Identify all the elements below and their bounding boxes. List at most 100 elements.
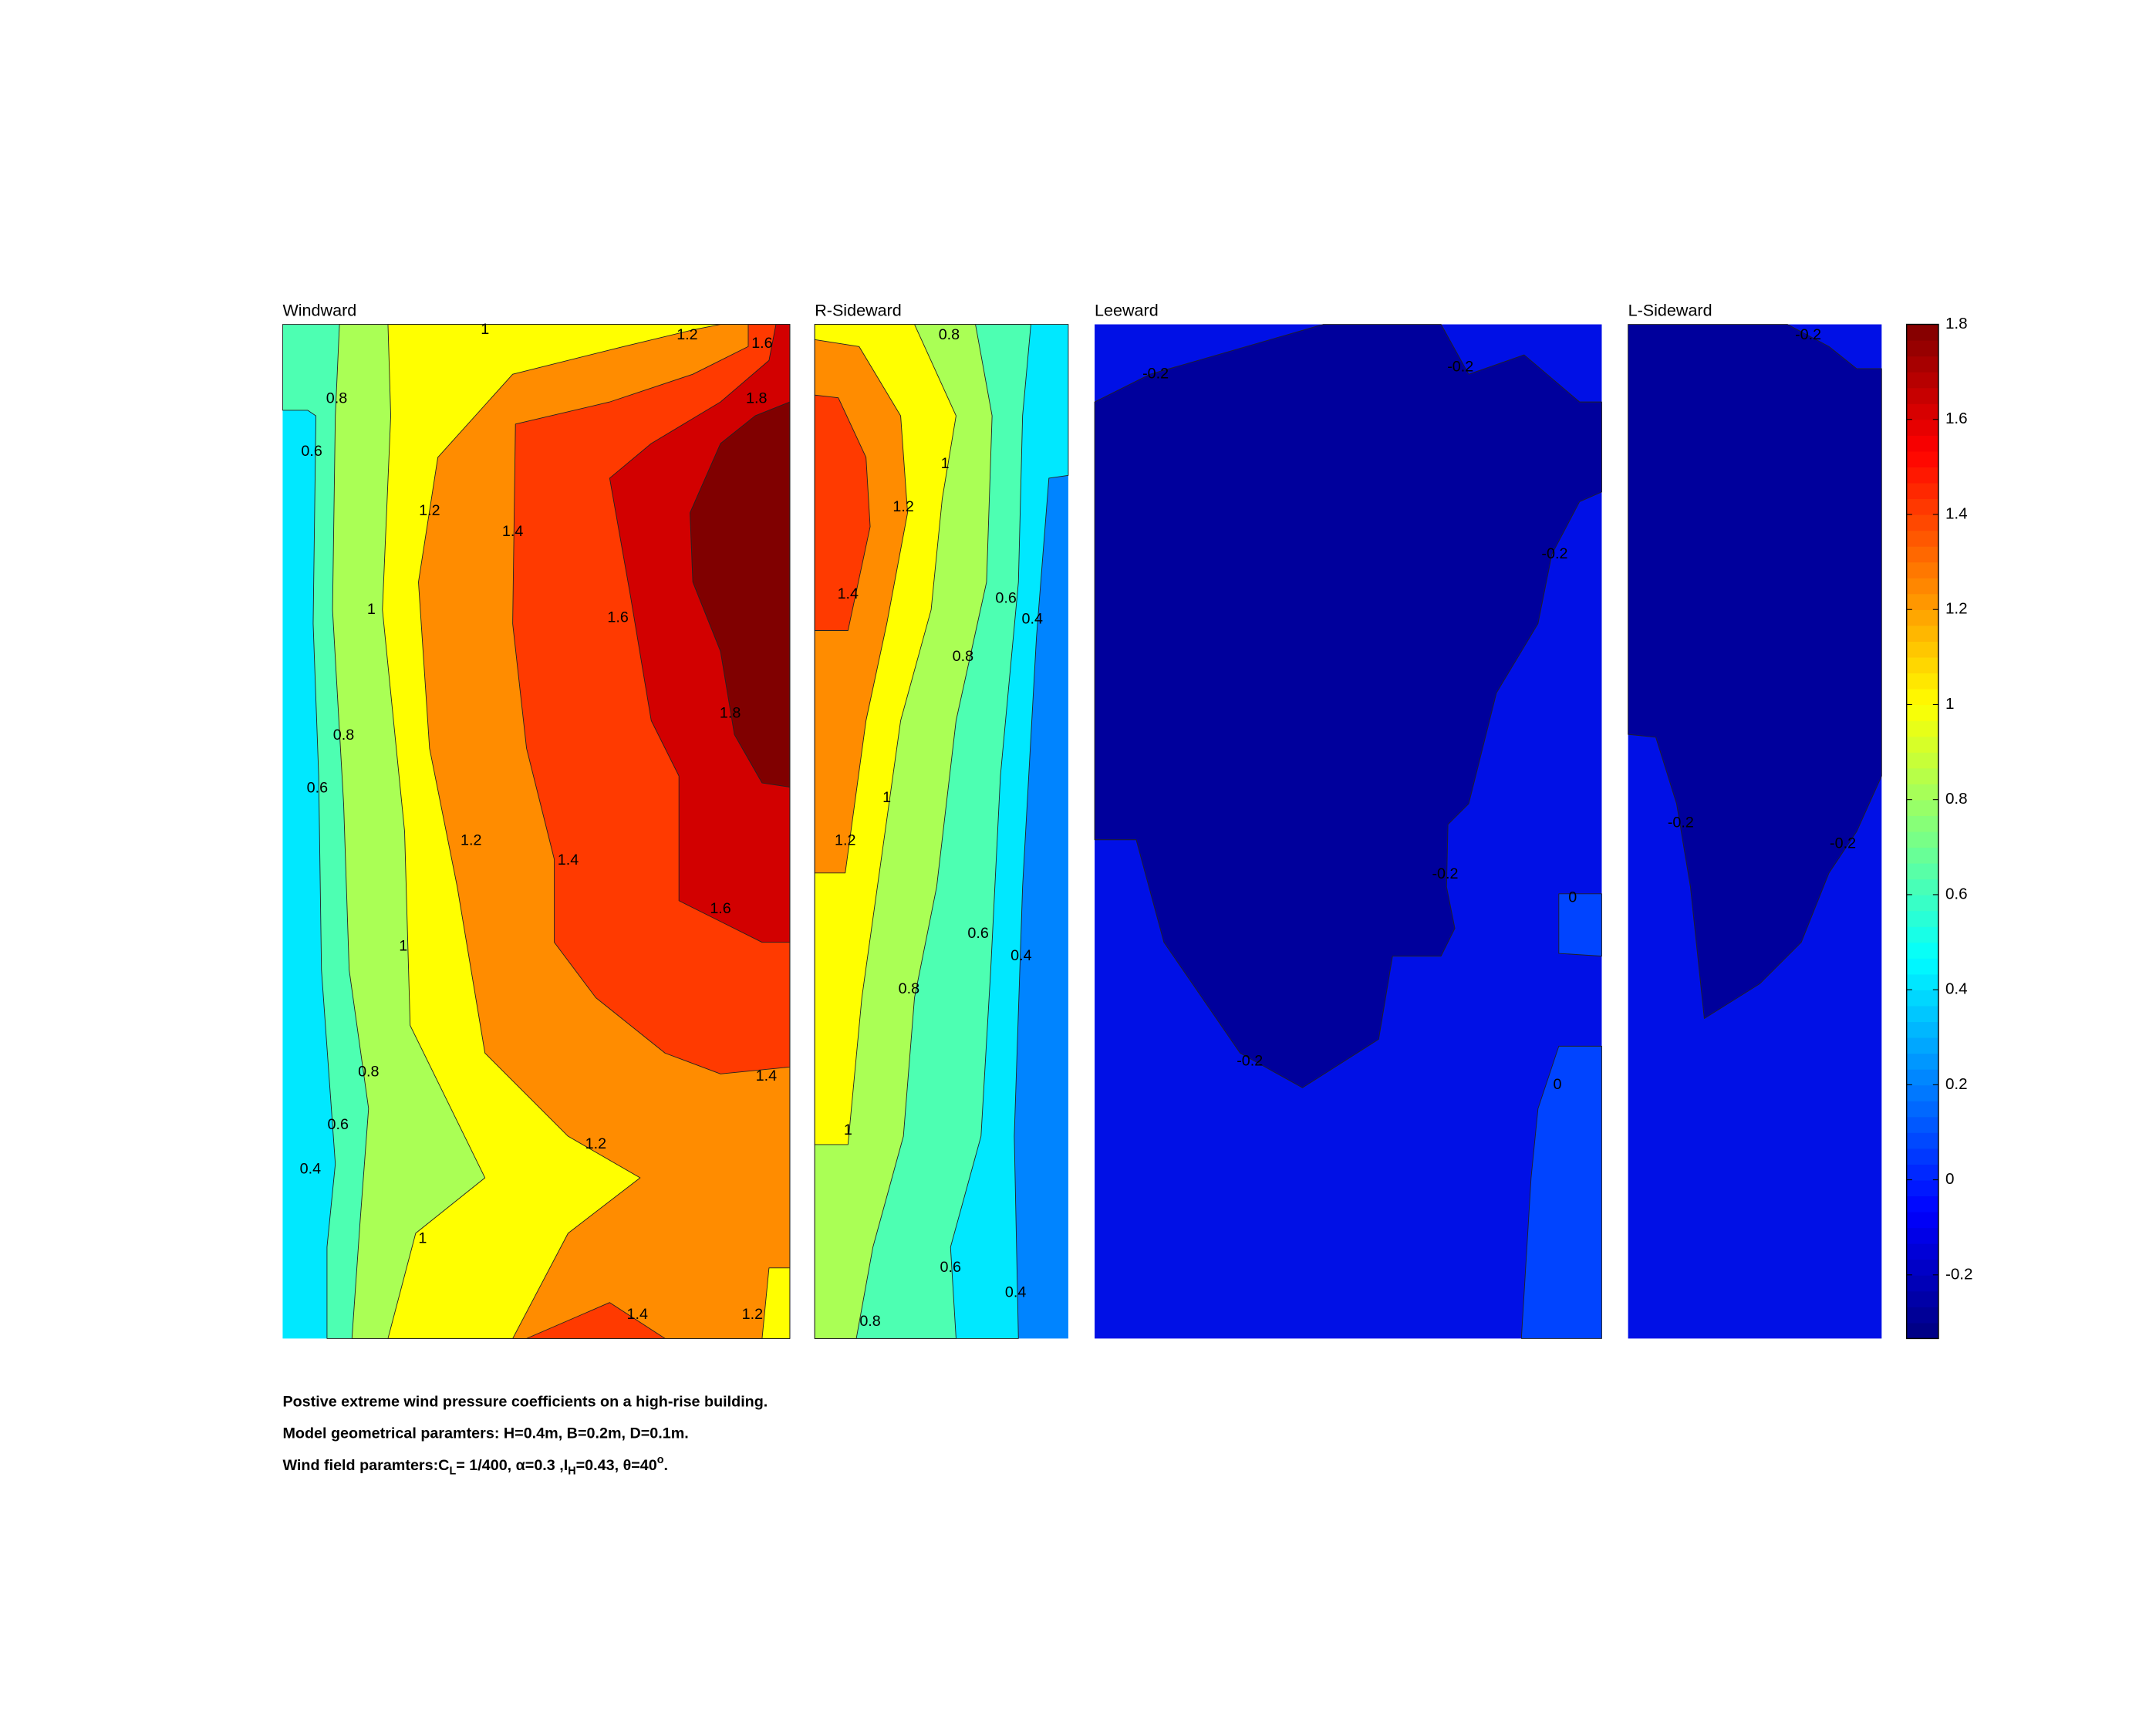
colorbar-swatch <box>1906 720 1938 737</box>
contour-label: -0.2 <box>1668 814 1694 831</box>
contour-label: 1.2 <box>676 326 697 343</box>
colorbar-swatch <box>1906 879 1938 895</box>
contour-label: -0.2 <box>1830 835 1856 852</box>
contour-region <box>526 1302 666 1339</box>
panel-title: Windward <box>282 301 356 320</box>
colorbar-swatch <box>1906 704 1938 721</box>
contour-label: 1 <box>418 1229 427 1246</box>
colorbar-swatch <box>1906 910 1938 927</box>
colorbar-swatch <box>1906 926 1938 943</box>
contour-label: 0.8 <box>939 326 960 343</box>
colorbar-swatch <box>1906 546 1938 563</box>
colorbar-swatch <box>1906 656 1938 674</box>
contour-label: 0.4 <box>1005 1283 1026 1300</box>
colorbar-swatch <box>1906 419 1938 436</box>
caption-text: Wind field paramters:C <box>282 1457 449 1474</box>
caption-superscript: o <box>657 1454 664 1466</box>
contour-label: 0.8 <box>953 648 973 665</box>
colorbar-tick-label: 1.2 <box>1945 600 1968 618</box>
contour-label: 0.6 <box>301 443 322 460</box>
contour-label: 1.2 <box>461 832 481 849</box>
colorbar-swatch <box>1906 1307 1938 1324</box>
colorbar-tick-label: 1.8 <box>1945 315 1968 332</box>
colorbar-swatch <box>1906 1290 1938 1307</box>
colorbar-tick-label: 0.8 <box>1945 790 1968 808</box>
colorbar-tick-label: 0.2 <box>1945 1075 1968 1093</box>
colorbar-swatch <box>1906 895 1938 912</box>
colorbar-swatch <box>1906 356 1938 373</box>
colorbar-swatch <box>1906 815 1938 832</box>
colorbar-swatch <box>1906 435 1938 452</box>
contour-label: 1.4 <box>756 1067 777 1084</box>
colorbar-swatch <box>1906 467 1938 484</box>
caption-line: Postive extreme wind pressure coefficien… <box>282 1393 768 1410</box>
colorbar-tick-label: 1.4 <box>1945 504 1968 522</box>
contour-label: 0.8 <box>899 980 919 997</box>
contour-label: 0.8 <box>333 727 354 744</box>
contour-label: -0.2 <box>1142 365 1169 382</box>
contour-label: 1 <box>399 937 407 954</box>
contour-label: 1 <box>844 1121 852 1138</box>
colorbar-tick-label: 1.6 <box>1945 410 1968 427</box>
contour-label: 1.2 <box>835 832 855 849</box>
contour-label: 0 <box>1554 1076 1562 1093</box>
colorbar-swatch <box>1906 1021 1938 1038</box>
colorbar-swatch <box>1906 767 1938 784</box>
contour-label: 1 <box>941 455 950 472</box>
colorbar-swatch <box>1906 831 1938 848</box>
contour-label: 1 <box>882 789 891 806</box>
colorbar-swatch <box>1906 641 1938 658</box>
contour-label: -0.2 <box>1447 358 1473 375</box>
panel-title: Leeward <box>1095 301 1159 320</box>
colorbar-swatch <box>1906 1053 1938 1070</box>
contour-label: 0.6 <box>967 925 988 942</box>
colorbar-swatch <box>1906 1227 1938 1244</box>
colorbar-swatch <box>1906 752 1938 769</box>
colorbar-swatch <box>1906 990 1938 1007</box>
colorbar-tick-label: 0.6 <box>1945 885 1968 902</box>
colorbar-swatch <box>1906 736 1938 753</box>
colorbar-swatch <box>1906 942 1938 959</box>
colorbar-swatch <box>1906 450 1938 467</box>
colorbar-frame <box>1905 323 1939 1340</box>
colorbar-swatch <box>1906 1084 1938 1101</box>
colorbar-swatch <box>1906 689 1938 706</box>
colorbar-tick-label: 1 <box>1945 695 1954 713</box>
colorbar-swatch <box>1906 1148 1938 1165</box>
contour-label: 1.4 <box>838 585 859 602</box>
caption-line: Model geometrical paramters: H=0.4m, B=0… <box>282 1425 688 1442</box>
colorbar-swatch <box>1906 847 1938 864</box>
colorbar-swatch <box>1906 973 1938 990</box>
colorbar-swatch <box>1906 403 1938 420</box>
contour-label: 1 <box>481 321 489 338</box>
caption-text: . <box>664 1457 669 1474</box>
colorbar-swatch <box>1906 1132 1938 1149</box>
colorbar-tick-label: 0 <box>1945 1170 1954 1188</box>
contour-label: 0.4 <box>1011 947 1031 964</box>
colorbar-swatch <box>1906 1275 1938 1292</box>
contour-label: 1.6 <box>710 900 730 917</box>
contour-label: 0.8 <box>358 1064 379 1081</box>
contour-label: 0.6 <box>307 779 328 796</box>
contour-label: 1.2 <box>585 1135 606 1152</box>
colorbar-swatch <box>1906 1196 1938 1213</box>
colorbar-swatch <box>1906 863 1938 880</box>
colorbar-swatch <box>1906 958 1938 975</box>
contour-label: 0.6 <box>995 589 1016 606</box>
colorbar-swatch <box>1906 387 1938 404</box>
contour-label: -0.2 <box>1237 1052 1263 1069</box>
contour-label: 1.2 <box>742 1306 763 1323</box>
contour-label: 0.4 <box>1021 610 1042 627</box>
colorbar-swatch <box>1906 1069 1938 1086</box>
contour-label: 1.2 <box>892 498 913 515</box>
contour-label: 0.6 <box>328 1116 349 1133</box>
caption-text: =0.43, θ=40 <box>576 1457 657 1474</box>
caption-line: Wind field paramters:CL= 1/400, α=0.3 ,I… <box>282 1454 668 1477</box>
caption-text: = 1/400, α=0.3 ,I <box>456 1457 568 1474</box>
colorbar-swatch <box>1906 578 1938 595</box>
colorbar-swatch <box>1906 625 1938 642</box>
colorbar-swatch <box>1906 799 1938 816</box>
colorbar-swatch <box>1906 609 1938 626</box>
